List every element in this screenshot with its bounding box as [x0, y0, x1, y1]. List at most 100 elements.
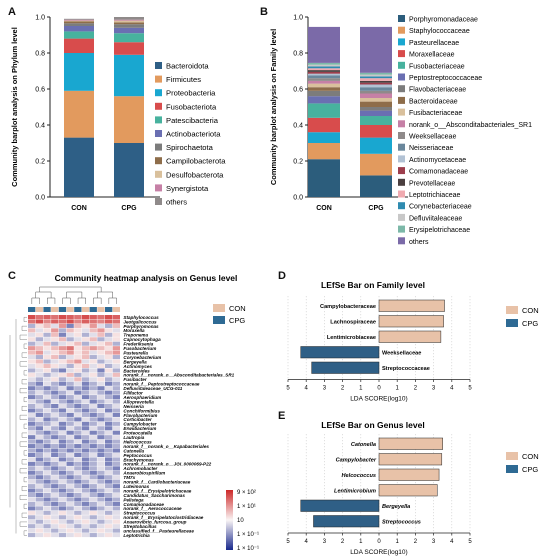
heatmap-cell: [43, 479, 51, 484]
heatmap-cell: [28, 368, 36, 373]
heatmap-cell: [74, 341, 82, 346]
bar-segment: [308, 96, 340, 104]
heatmap-cell: [58, 417, 67, 422]
heatmap-cell: [66, 488, 74, 493]
heatmap-cell: [35, 533, 43, 538]
lda-bar: [300, 346, 380, 359]
heatmap-cell: [105, 390, 113, 395]
heatmap-row-label: Leptotrichia: [123, 533, 150, 538]
heatmap-cell: [58, 430, 67, 435]
bar-segment: [360, 74, 392, 77]
heatmap-cell: [58, 426, 67, 431]
heatmap-cell: [105, 399, 113, 404]
heatmap-cell: [74, 452, 82, 457]
heatmap-row-label: Filifactor: [123, 391, 143, 396]
heatmap-cell: [28, 337, 36, 342]
heatmap-row-label: Fusobacterium: [123, 346, 156, 351]
heatmap-cell: [35, 519, 43, 524]
x-tick-label: 4: [450, 386, 454, 392]
legend-label: others: [409, 239, 429, 246]
heatmap-cell: [74, 412, 82, 417]
heatmap-cell: [35, 501, 43, 506]
heatmap-row-label: Peptococcus: [123, 453, 152, 458]
heatmap-cell: [97, 412, 105, 417]
heatmap-cell: [112, 363, 120, 368]
heatmap-cell: [35, 332, 43, 337]
heatmap-cell: [105, 519, 113, 524]
heatmap-cell: [112, 439, 120, 444]
heatmap-cell: [97, 497, 105, 502]
heatmap-cell: [74, 519, 82, 524]
heatmap-cell: [89, 390, 97, 395]
heatmap-cell: [112, 461, 120, 466]
heatmap-cell: [43, 368, 51, 373]
heatmap-cell: [105, 421, 113, 426]
heatmap-cell: [81, 515, 90, 520]
heatmap-cell: [43, 444, 51, 449]
heatmap-cell: [74, 332, 82, 337]
heatmap-cell: [97, 417, 105, 422]
heatmap-cell: [89, 479, 97, 484]
bar-segment: [308, 90, 340, 97]
legend-swatch: [155, 89, 162, 97]
heatmap-row-label: Staphylococcus: [123, 315, 159, 320]
heatmap-cell: [35, 444, 43, 449]
heatmap-row-label: Fusibacter: [123, 377, 146, 382]
heatmap-cell: [112, 501, 120, 506]
heatmap-row-label: Campylobacter: [123, 422, 156, 427]
heatmap-cell: [28, 479, 36, 484]
heatmap-cell: [112, 524, 120, 529]
heatmap-cell: [105, 323, 113, 328]
lda-bar: [378, 484, 438, 497]
heatmap-cell: [112, 341, 120, 346]
heatmap-cell: [28, 332, 36, 337]
heatmap-cell: [43, 493, 51, 498]
heatmap-cell: [81, 337, 90, 342]
heatmap-cell: [43, 510, 51, 515]
heatmap-cell: [81, 506, 90, 511]
heatmap-cell: [74, 323, 82, 328]
heatmap-cell: [74, 426, 82, 431]
chart-b-family: 0.0 0.2 0.4 0.6 0.8 1.0 Community barplot anal…: [269, 15, 532, 246]
heatmap-cell: [97, 488, 105, 493]
heatmap-cell: [35, 412, 43, 417]
heatmap-cell: [51, 448, 59, 453]
heatmap-cell: [58, 355, 67, 360]
heatmap-cell: [81, 484, 90, 489]
heatmap-cell: [89, 435, 97, 440]
legend-label: Pasteurellaceae: [409, 40, 459, 47]
lda-bar-label: Lentimicrobium: [334, 488, 376, 494]
y-tick-label: 1.0: [293, 15, 303, 22]
heatmap-row-label: Streptococcus: [123, 511, 155, 516]
legend-swatch: [155, 170, 162, 178]
heatmap-row-label: Erwiibacterium: [123, 426, 156, 431]
bar-segment: [360, 153, 392, 176]
x-tick-label: 4: [450, 539, 454, 545]
heatmap-cell: [28, 497, 36, 502]
heatmap-cell: [66, 515, 74, 520]
bar-segment: [64, 53, 94, 91]
heatmap-cell: [35, 395, 43, 400]
heatmap-cell: [74, 399, 82, 404]
heatmap-cell: [97, 350, 105, 355]
heatmap-cell: [97, 475, 105, 480]
x-axis-label: LDA SCORE(log10): [350, 549, 407, 556]
heatmap-cell: [51, 399, 59, 404]
heatmap-cell: [28, 390, 36, 395]
x-tick-label: CPG: [368, 205, 384, 212]
heatmap-cell: [97, 315, 105, 320]
heatmap-cell: [66, 404, 74, 409]
colorbar-label: 1 × 10¹: [237, 504, 256, 510]
bar-segment: [308, 71, 340, 74]
heatmap-row-label: Treponema: [123, 333, 148, 338]
heatmap-cell: [66, 528, 74, 533]
heatmap-cell: [112, 350, 120, 355]
bar-segment: [64, 21, 94, 24]
heatmap-cell: [66, 457, 74, 462]
heatmap-cell: [28, 501, 36, 506]
heatmap-cell: [51, 466, 59, 471]
heatmap-cell: [74, 488, 82, 493]
heatmap-cell: [51, 328, 59, 333]
heatmap-cell: [28, 519, 36, 524]
heatmap-cell: [74, 466, 82, 471]
